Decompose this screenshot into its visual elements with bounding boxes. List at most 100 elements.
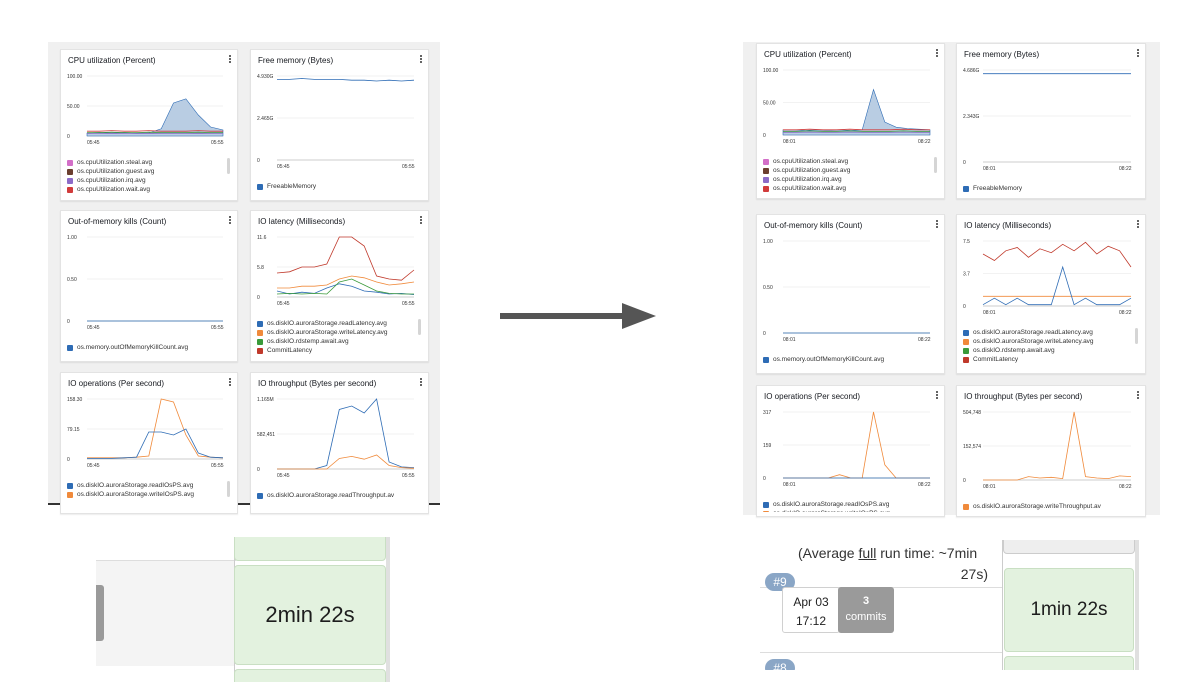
- legend-item[interactable]: os.diskIO.rdstemp.await.avg: [963, 346, 1094, 355]
- legend-swatch: [67, 159, 73, 166]
- legend-item[interactable]: os.cpuUtilization.guest.avg: [763, 166, 850, 175]
- y-tick-label: 1.00: [763, 239, 773, 245]
- legend-item[interactable]: os.cpuUtilization.steal.avg: [763, 157, 850, 166]
- legend-swatch: [257, 347, 263, 354]
- left-panel-4: IO operations (Per second) 158.30 79.15 0 05…: [60, 372, 238, 514]
- legend-item[interactable]: CommitLatency: [963, 355, 1094, 364]
- more-options-icon[interactable]: [934, 49, 939, 59]
- legend-scrollbar[interactable]: [227, 481, 230, 497]
- legend-item[interactable]: os.diskIO.auroraStorage.writeIOsPS.avg: [763, 509, 890, 512]
- build-number-badge[interactable]: #9: [765, 573, 795, 591]
- legend: os.cpuUtilization.steal.avg os.cpuUtiliza…: [763, 157, 850, 193]
- more-options-icon[interactable]: [934, 391, 939, 401]
- build-date-box[interactable]: Apr 03 17:12: [782, 587, 840, 633]
- x-tick-label: 05:55: [211, 140, 224, 146]
- right-panel-1: Free memory (Bytes) 4.686G 2.343G 0 08:01 08:…: [956, 43, 1146, 199]
- legend-item[interactable]: os.cpuUtilization.wait.avg: [763, 184, 850, 193]
- commits-badge-partial[interactable]: [96, 585, 104, 641]
- y-tick-label: 100.00: [67, 74, 83, 80]
- more-options-icon[interactable]: [227, 55, 232, 65]
- x-tick-label: 05:55: [402, 301, 415, 307]
- y-tick-label: 0: [763, 133, 766, 139]
- legend-item[interactable]: os.diskIO.auroraStorage.readIOsPS.avg: [67, 481, 194, 490]
- legend-item[interactable]: os.cpuUtilization.irq.avg: [763, 175, 850, 184]
- more-options-icon[interactable]: [418, 216, 423, 226]
- more-options-icon[interactable]: [1135, 220, 1140, 230]
- run-duration-cell[interactable]: 1min 22s: [1004, 568, 1134, 652]
- series-line: [982, 265, 1132, 306]
- run-duration-cell[interactable]: 2min 22s: [234, 565, 386, 665]
- y-tick-label: 0: [257, 467, 260, 473]
- legend-item[interactable]: CommitLatency: [257, 346, 388, 355]
- y-tick-label: 4.930G: [257, 74, 274, 80]
- row-divider: [96, 560, 236, 561]
- more-options-icon[interactable]: [1135, 391, 1140, 401]
- legend-item[interactable]: os.diskIO.auroraStorage.readLatency.avg: [257, 319, 388, 328]
- x-tick-label: 08:22: [918, 337, 931, 343]
- legend-item[interactable]: os.diskIO.auroraStorage.readThroughput.a…: [257, 491, 394, 500]
- legend-label: os.diskIO.rdstemp.await.avg: [267, 338, 349, 345]
- legend-item[interactable]: os.diskIO.auroraStorage.writeLatency.avg: [257, 328, 388, 337]
- legend-item[interactable]: os.diskIO.auroraStorage.writeThroughput.…: [963, 502, 1101, 511]
- y-tick-label: 0: [763, 331, 766, 337]
- legend-swatch: [257, 320, 263, 327]
- legend-item[interactable]: os.diskIO.auroraStorage.readLatency.avg: [963, 328, 1094, 337]
- legend-item[interactable]: os.cpuUtilization.wait.avg: [67, 185, 154, 194]
- legend-scrollbar[interactable]: [1135, 328, 1138, 344]
- legend: FreeableMemory: [963, 184, 1022, 193]
- legend-scrollbar[interactable]: [418, 319, 421, 335]
- chart-area: 11.6 5.8 0 05:45 05:55: [257, 235, 415, 307]
- legend-item[interactable]: os.memory.outOfMemoryKillCount.avg: [763, 355, 884, 364]
- y-tick-label: 504,748: [963, 410, 981, 416]
- legend: os.diskIO.auroraStorage.writeThroughput.…: [963, 502, 1101, 511]
- next-duration-cell: [234, 669, 386, 682]
- more-options-icon[interactable]: [227, 216, 232, 226]
- legend-item[interactable]: os.diskIO.rdstemp.await.avg: [257, 337, 388, 346]
- legend-item[interactable]: os.cpuUtilization.guest.avg: [67, 167, 154, 176]
- x-tick-label: 08:22: [1119, 484, 1132, 490]
- legend-label: os.cpuUtilization.wait.avg: [77, 186, 150, 193]
- scrollbar-track[interactable]: [1135, 540, 1139, 670]
- avg-run-time-note: (Average full run time: ~7min 27s): [798, 543, 988, 585]
- row-divider: [760, 652, 1002, 653]
- more-options-icon[interactable]: [1135, 49, 1140, 59]
- build-time: 17:12: [795, 614, 827, 628]
- next-duration-cell: [1004, 656, 1134, 670]
- legend-item[interactable]: os.memory.outOfMemoryKillCount.avg: [67, 343, 188, 352]
- more-options-icon[interactable]: [934, 220, 939, 230]
- legend-label: os.diskIO.auroraStorage.readIOsPS.avg: [77, 482, 194, 489]
- legend-label: os.diskIO.auroraStorage.readIOsPS.avg: [773, 501, 890, 508]
- next-build-badge[interactable]: #8: [765, 659, 795, 670]
- series-line: [783, 128, 930, 131]
- right-panel-2: Out-of-memory kills (Count) 1.00 0.50 0 08:0…: [756, 214, 945, 374]
- legend-scrollbar[interactable]: [934, 157, 937, 173]
- legend-item[interactable]: os.diskIO.auroraStorage.readIOsPS.avg: [763, 500, 890, 509]
- legend-swatch: [963, 338, 969, 345]
- chart-area: 158.30 79.15 0 05:45 05:55: [67, 397, 224, 469]
- legend: os.diskIO.auroraStorage.readIOsPS.avg os.…: [67, 481, 194, 499]
- legend-swatch: [763, 501, 769, 508]
- legend-label: os.cpuUtilization.guest.avg: [773, 167, 851, 174]
- more-options-icon[interactable]: [227, 378, 232, 388]
- legend-item[interactable]: FreeableMemory: [257, 182, 316, 191]
- x-tick-label: 05:45: [87, 463, 100, 469]
- legend-scrollbar[interactable]: [227, 158, 230, 174]
- legend-item[interactable]: os.diskIO.auroraStorage.writeLatency.avg: [963, 337, 1094, 346]
- y-tick-label: 0: [67, 457, 70, 463]
- x-tick-label: 08:01: [783, 139, 796, 145]
- y-tick-label: 79.15: [67, 427, 80, 433]
- series-line: [983, 411, 1132, 481]
- legend-item[interactable]: os.cpuUtilization.irq.avg: [67, 176, 154, 185]
- y-tick-label: 0.50: [763, 285, 773, 291]
- commits-button[interactable]: 3 commits: [838, 587, 894, 633]
- panel-title: Free memory (Bytes): [258, 56, 334, 65]
- legend-item[interactable]: os.cpuUtilization.steal.avg: [67, 158, 154, 167]
- scrollbar-track[interactable]: [386, 537, 390, 682]
- column-border: [1002, 540, 1003, 670]
- legend-item[interactable]: os.diskIO.auroraStorage.writeIOsPS.avg: [67, 490, 194, 499]
- legend-item[interactable]: FreeableMemory: [963, 184, 1022, 193]
- more-options-icon[interactable]: [418, 55, 423, 65]
- legend: os.memory.outOfMemoryKillCount.avg: [67, 343, 188, 352]
- legend-swatch: [67, 482, 73, 489]
- more-options-icon[interactable]: [418, 378, 423, 388]
